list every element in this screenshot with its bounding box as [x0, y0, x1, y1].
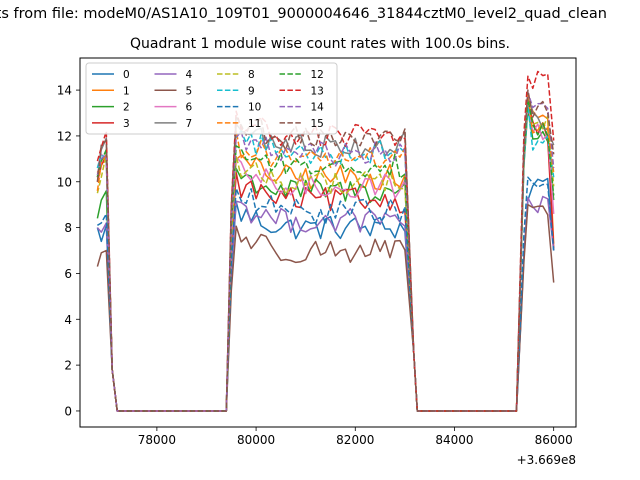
x-tick-label: 84000	[435, 433, 473, 447]
legend-label-14: 14	[311, 102, 325, 114]
legend-label-5: 5	[186, 85, 193, 97]
legend-label-7: 7	[186, 118, 193, 130]
legend-box	[85, 62, 338, 135]
legend-label-1: 1	[123, 85, 130, 97]
series-line-10	[97, 176, 555, 412]
axes-title: Quadrant 1 module wise count rates with …	[130, 36, 510, 52]
legend-label-10: 10	[248, 102, 261, 114]
series-line-9	[96, 105, 555, 412]
x-tick-label: 82000	[336, 433, 374, 447]
y-tick-label: 8	[64, 221, 72, 235]
x-tick-label: 80000	[237, 433, 275, 447]
legend-label-12: 12	[311, 69, 324, 81]
legend-label-8: 8	[248, 69, 255, 81]
y-tick-label: 0	[64, 404, 72, 418]
legend-label-9: 9	[248, 85, 255, 97]
legend-label-4: 4	[186, 69, 193, 81]
x-tick-label: 78000	[138, 433, 176, 447]
legend-label-11: 11	[248, 118, 261, 130]
y-tick-label: 12	[57, 129, 72, 143]
legend-label-2: 2	[123, 102, 130, 114]
x-offset-label: +3.669e8	[517, 453, 576, 467]
y-tick-label: 2	[64, 359, 72, 373]
y-tick-label: 14	[57, 84, 72, 98]
series-line-3	[96, 100, 555, 412]
series-line-0	[96, 177, 555, 412]
series-line-6	[96, 103, 555, 412]
series-line-14	[96, 91, 555, 412]
x-axis: 78000 80000 82000 84000 86000	[138, 427, 573, 447]
legend-label-15: 15	[311, 118, 324, 130]
y-axis: 0 2 4 6 8 10 12 14	[57, 84, 80, 418]
y-tick-label: 6	[64, 267, 72, 281]
x-tick-label: 86000	[535, 433, 573, 447]
legend-label-3: 3	[123, 118, 130, 130]
figure-suptitle: Plots from file: modeM0/AS1A10_109T01_90…	[0, 6, 640, 28]
y-tick-label: 4	[64, 313, 72, 327]
legend-label-6: 6	[186, 102, 193, 114]
series-line-5	[96, 203, 555, 412]
y-tick-label: 10	[57, 175, 72, 189]
axes-frame	[79, 57, 577, 428]
legend-label-13: 13	[311, 85, 324, 97]
figure-suptitle-text: Plots from file: modeM0/AS1A10_109T01_90…	[0, 6, 607, 22]
legend-label-0: 0	[123, 69, 130, 81]
series-line-4	[96, 195, 555, 412]
